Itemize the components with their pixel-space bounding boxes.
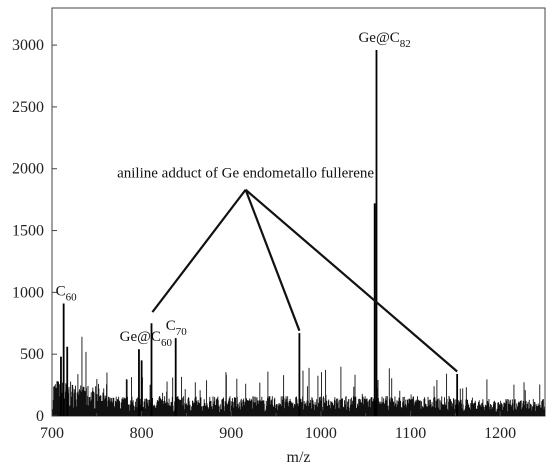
noise-trace (52, 336, 546, 416)
callout-label: aniline adduct of Ge endometallo fullere… (117, 166, 374, 182)
axes-layer: 0 500 1000 1500 2000 2500 3000 700 800 900 1000 110… (12, 37, 516, 442)
y-tick-label-1500: 1500 (12, 223, 44, 240)
y-tick-label-0: 0 (36, 408, 44, 425)
peak-label-c70: C70 (166, 318, 188, 338)
x-tick-label-700: 700 (40, 425, 64, 442)
y-tick-label-1000: 1000 (12, 284, 44, 301)
peak-label-c60: C60 (56, 283, 78, 303)
y-tick-label-3000: 3000 (12, 37, 44, 54)
x-tick-label-900: 900 (219, 425, 243, 442)
y-tick-label-500: 500 (20, 346, 44, 363)
x-axis-title: m/z (287, 449, 311, 466)
callout-line-1 (151, 189, 247, 313)
x-tick-label-1100: 1100 (395, 425, 426, 442)
callout-line-3 (244, 188, 458, 373)
x-tick-label-800: 800 (130, 425, 154, 442)
callout-layer: aniline adduct of Ge endometallo fullere… (117, 166, 458, 373)
noise-layer (52, 336, 546, 416)
x-tick-label-1200: 1200 (484, 425, 516, 442)
peaks-layer (60, 50, 459, 416)
callout-line-2 (244, 189, 301, 332)
peak-label-gec82: Ge@C82 (358, 30, 410, 50)
y-tick-label-2000: 2000 (12, 161, 44, 178)
peak-label-gec60: Ge@C60 (120, 329, 173, 349)
x-tick-label-1000: 1000 (305, 425, 337, 442)
y-tick-label-2500: 2500 (12, 99, 44, 116)
